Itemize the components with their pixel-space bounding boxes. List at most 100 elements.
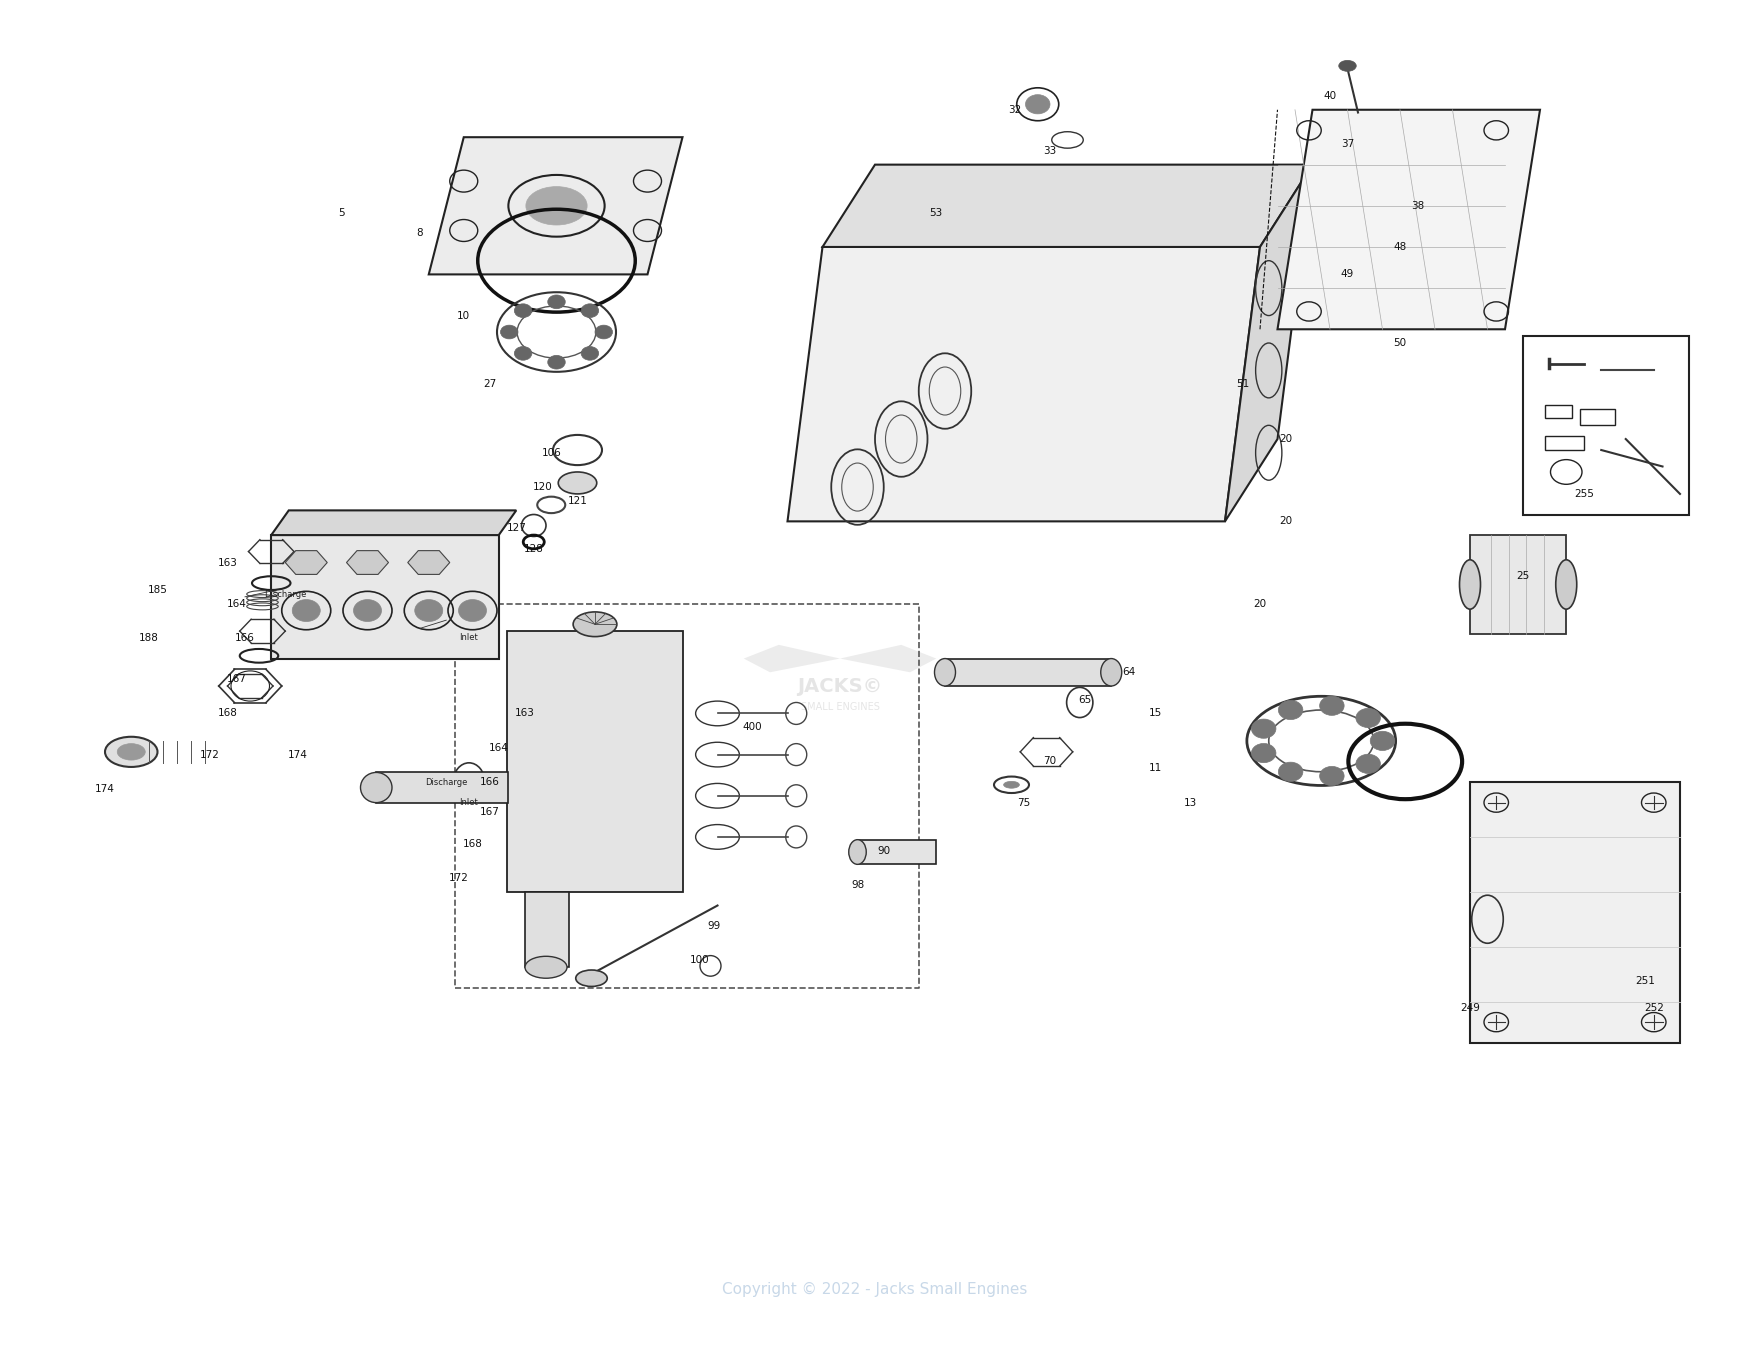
Polygon shape (840, 645, 936, 672)
Polygon shape (1278, 110, 1540, 329)
Text: 90: 90 (877, 845, 891, 856)
Ellipse shape (1460, 560, 1480, 609)
Text: 64: 64 (1122, 667, 1136, 678)
Text: 11: 11 (1148, 763, 1162, 774)
Circle shape (1370, 731, 1395, 750)
Polygon shape (271, 535, 499, 659)
Bar (858, 840, 936, 864)
Text: 167: 167 (226, 674, 247, 685)
Text: 20: 20 (1279, 434, 1293, 445)
Bar (1580, 409, 1615, 425)
Circle shape (1251, 719, 1276, 738)
Text: 100: 100 (690, 955, 710, 966)
Circle shape (500, 325, 518, 339)
Circle shape (292, 600, 320, 622)
Ellipse shape (527, 187, 588, 225)
Text: 185: 185 (147, 584, 168, 595)
Text: 163: 163 (217, 557, 238, 568)
Text: 121: 121 (567, 495, 588, 506)
Text: SMALL ENGINES: SMALL ENGINES (800, 701, 880, 712)
Polygon shape (1470, 535, 1566, 634)
Polygon shape (285, 550, 327, 575)
Text: 53: 53 (929, 207, 943, 218)
Text: 400: 400 (742, 722, 763, 733)
Ellipse shape (934, 659, 956, 686)
Text: 128: 128 (523, 543, 544, 554)
Ellipse shape (360, 772, 392, 803)
Bar (376, 772, 508, 803)
Text: 75: 75 (1017, 797, 1031, 808)
Ellipse shape (1339, 60, 1356, 71)
Ellipse shape (1556, 560, 1577, 609)
Ellipse shape (525, 956, 567, 978)
Ellipse shape (574, 612, 618, 637)
Text: 99: 99 (707, 921, 721, 932)
Ellipse shape (576, 970, 607, 986)
Circle shape (1251, 744, 1276, 763)
Ellipse shape (1004, 782, 1018, 788)
Text: 32: 32 (1008, 104, 1022, 115)
Text: 65: 65 (1078, 694, 1092, 705)
Text: 127: 127 (506, 523, 527, 534)
Text: 5: 5 (338, 207, 345, 218)
Circle shape (1356, 708, 1381, 727)
Circle shape (1026, 95, 1050, 114)
Polygon shape (822, 165, 1312, 247)
Bar (525, 892, 569, 967)
Circle shape (1320, 696, 1344, 715)
Circle shape (514, 347, 532, 361)
Text: 163: 163 (514, 708, 536, 719)
Text: 167: 167 (480, 807, 500, 818)
Text: Inlet: Inlet (460, 799, 478, 807)
Bar (1522, 336, 1689, 514)
Ellipse shape (849, 840, 866, 864)
Text: 49: 49 (1340, 269, 1354, 280)
Text: JACKS©: JACKS© (798, 676, 882, 696)
Polygon shape (507, 631, 682, 892)
Circle shape (514, 303, 532, 317)
Polygon shape (1225, 165, 1312, 521)
Text: 48: 48 (1393, 241, 1407, 252)
Text: Copyright © 2022 - Jacks Small Engines: Copyright © 2022 - Jacks Small Engines (723, 1283, 1027, 1297)
Text: 164: 164 (488, 742, 509, 753)
Text: 255: 255 (1573, 488, 1594, 499)
Text: 51: 51 (1236, 379, 1250, 390)
Text: 168: 168 (462, 838, 483, 849)
Text: 40: 40 (1323, 91, 1337, 102)
Text: 252: 252 (1643, 1003, 1664, 1014)
Polygon shape (346, 550, 388, 575)
Text: 20: 20 (1253, 598, 1267, 609)
Text: Inlet: Inlet (460, 634, 478, 642)
Circle shape (458, 600, 486, 622)
Polygon shape (408, 550, 450, 575)
Text: Discharge: Discharge (264, 590, 306, 598)
Text: 249: 249 (1460, 1003, 1480, 1014)
Polygon shape (1470, 782, 1680, 1043)
Text: 50: 50 (1393, 338, 1407, 348)
Text: 98: 98 (850, 879, 864, 890)
Bar (945, 659, 1111, 686)
Circle shape (1278, 763, 1302, 782)
Text: 120: 120 (532, 482, 553, 493)
Text: 168: 168 (217, 708, 238, 719)
Text: 166: 166 (234, 632, 255, 643)
Circle shape (548, 355, 565, 369)
Circle shape (1320, 767, 1344, 786)
Text: 10: 10 (457, 310, 471, 321)
Circle shape (581, 347, 598, 361)
Circle shape (415, 600, 443, 622)
Text: 70: 70 (1043, 756, 1057, 767)
Text: 33: 33 (1043, 145, 1057, 156)
Text: Discharge: Discharge (425, 778, 467, 786)
Text: 174: 174 (94, 783, 116, 794)
Text: 251: 251 (1634, 975, 1655, 986)
Ellipse shape (117, 744, 145, 760)
Text: 15: 15 (1148, 708, 1162, 719)
Text: 166: 166 (480, 777, 500, 788)
Ellipse shape (1101, 659, 1122, 686)
Text: 174: 174 (287, 749, 308, 760)
Polygon shape (429, 137, 682, 274)
Text: 27: 27 (483, 379, 497, 390)
Text: 37: 37 (1340, 139, 1354, 150)
Circle shape (1356, 755, 1381, 774)
